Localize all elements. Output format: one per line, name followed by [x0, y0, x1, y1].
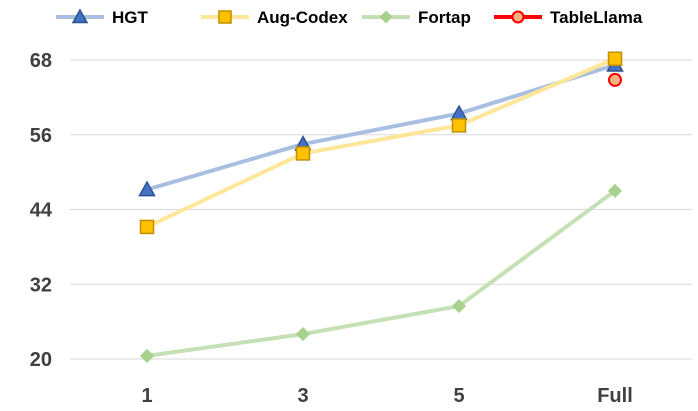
legend-label-hgt: HGT — [112, 8, 149, 27]
y-tick-label: 32 — [30, 274, 52, 296]
x-tick-label: 5 — [453, 385, 464, 407]
x-tick-label: 3 — [297, 385, 308, 407]
y-tick-label: 56 — [30, 125, 52, 147]
legend-marker-hgt — [71, 8, 89, 24]
data-point-fortap — [451, 298, 467, 314]
data-point-fortap — [139, 348, 155, 363]
data-point-aug-codex — [139, 219, 155, 235]
legend-label-fortap: Fortap — [418, 8, 471, 27]
data-point-aug-codex — [295, 146, 311, 161]
data-point-tablellama — [608, 72, 622, 87]
series-line-aug-codex — [145, 56, 617, 229]
legend-marker-fortap — [379, 10, 393, 24]
y-tick-label: 20 — [30, 349, 52, 371]
series-line-fortap — [145, 188, 617, 358]
x-tick-label: Full — [597, 385, 633, 407]
data-point-aug-codex — [451, 118, 467, 133]
y-tick-label: 68 — [30, 50, 52, 72]
data-point-hgt — [138, 180, 156, 197]
data-point-aug-codex — [607, 51, 623, 67]
data-point-fortap — [607, 183, 623, 198]
legend-marker-tablellama — [511, 10, 525, 24]
legend-label-tablellama: TableLlama — [550, 8, 643, 27]
y-tick-label: 44 — [30, 200, 53, 222]
x-tick-label: 1 — [141, 385, 152, 407]
series-line-hgt — [145, 62, 617, 192]
legend-label-aug-codex: Aug-Codex — [257, 8, 348, 27]
data-point-fortap — [295, 327, 311, 342]
legend-marker-aug-codex — [218, 10, 232, 24]
